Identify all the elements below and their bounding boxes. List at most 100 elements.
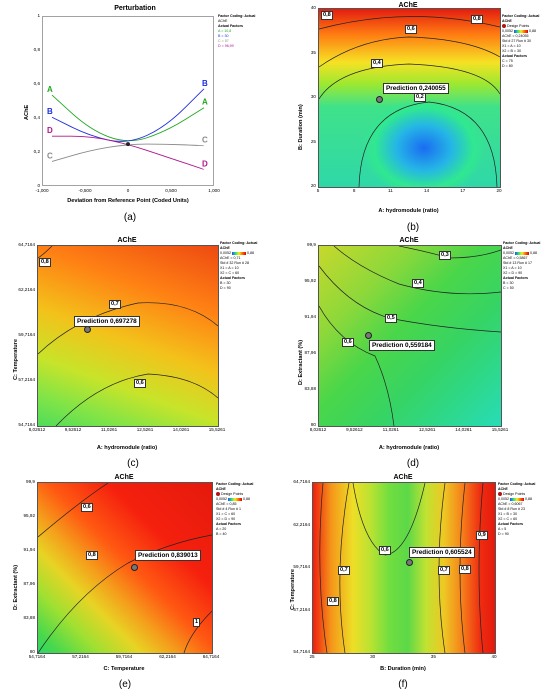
contour-label: 0,6 (379, 546, 391, 555)
legend-actual-factors: Actual Factors (498, 522, 523, 526)
series-label-D: D (202, 159, 208, 168)
legend-line: C = 50 (503, 286, 514, 290)
legend-design-points-label: Design Points (503, 492, 526, 496)
x-tick-label: 8,02612 (309, 427, 327, 432)
design-point[interactable] (365, 332, 372, 339)
x-axis-label: B: Duration (min) (380, 666, 426, 672)
x-tick-label: 15,5261 (491, 427, 509, 432)
legend-line: Std # 13 Run # 17 (503, 261, 532, 265)
legend: Factor Coding: Actual AChE Design Points… (498, 482, 548, 537)
x-tick-label: 62,2164 (159, 654, 176, 659)
x-axis-label: A: hydromodule (ratio) (378, 445, 440, 451)
y-axis-label: C: Temperature (13, 339, 19, 380)
chart-title: AChE (399, 237, 419, 244)
y-tick-label: 99,9 (26, 479, 35, 484)
design-point[interactable] (131, 564, 138, 571)
y-tick-label: 30 (310, 94, 316, 99)
colorbar (510, 497, 524, 501)
legend-line: C = 57 (218, 39, 229, 43)
design-point[interactable] (84, 326, 91, 333)
plot-area: A A B B C C D D (42, 16, 214, 186)
legend-line: B = 30 (218, 34, 229, 38)
prediction-label: Prediction 0,605524 (409, 547, 475, 558)
y-tick-label: 80 (29, 649, 35, 654)
y-tick-label: 64,7164 (293, 479, 310, 484)
legend-response: AChE (498, 487, 508, 491)
contour-label: 0,4 (371, 59, 383, 68)
contour-label: 0,8 (86, 551, 98, 560)
colorbar-min: 0,0052 (503, 251, 514, 255)
legend-response: AChE (502, 19, 512, 23)
x-axis-label: Deviation from Reference Point (Coded Un… (67, 198, 189, 204)
contour-label: 0,8 (471, 15, 483, 24)
legend-line: Actual Factors (218, 24, 243, 28)
y-tick-label: 95,92 (304, 278, 317, 283)
y-tick-label: 80 (310, 422, 316, 427)
y-tick-label: 54,7164 (18, 422, 35, 427)
y-tick-label: 1 (37, 13, 40, 18)
legend-line: X1 = A = 10 (503, 266, 522, 270)
chart-title: AChE (393, 474, 413, 481)
prediction-label: Prediction 0,697278 (74, 316, 140, 327)
design-point-icon (216, 492, 220, 497)
x-tick-label: 9,52612 (346, 427, 363, 432)
colorbar-max: 0,88 (525, 497, 532, 501)
legend-line: X1 = A = 10 (502, 44, 521, 48)
y-tick-label: 64,7164 (18, 242, 35, 247)
contour-lines (38, 246, 218, 426)
legend: Factor Coding: Actual AChE 0,0052 0,88 A… (503, 241, 548, 291)
x-tick-label: 35 (430, 654, 436, 659)
legend-line: D = 90 (498, 532, 509, 536)
x-tick-label: 9,52612 (64, 427, 82, 432)
legend-line: D = 80 (502, 64, 513, 68)
legend-response: AChE (216, 487, 226, 491)
legend-line: B = 30 (503, 281, 514, 285)
legend: Factor Coding: Actual AChE Actual Factor… (218, 14, 256, 49)
y-axis-label: D: Extractant (%) (298, 339, 304, 385)
series-line-C (51, 143, 205, 162)
y-axis-label: D: Extractant (%) (13, 564, 19, 610)
legend-line: X2 = C = 60 (220, 271, 240, 275)
x-tick-label: 1,000 (208, 188, 220, 193)
x-tick-label: 14,0261 (455, 427, 472, 432)
y-tick-label: 83,88 (23, 615, 36, 620)
legend-design-points: Design Points (502, 24, 548, 29)
contour-label: 0,6 (342, 338, 354, 347)
colorbar (232, 251, 246, 255)
x-tick-label: 54,7164 (28, 654, 46, 659)
legend-line: AChE = 0,71 (220, 256, 241, 260)
y-tick-label: 0 (37, 183, 40, 188)
legend-line: B = 30 (220, 281, 231, 285)
legend-colorbar: 0,0052 0,88 (216, 497, 258, 502)
legend-coding: Factor Coding: Actual (502, 14, 540, 18)
prediction-label: Prediction 0,839013 (135, 550, 201, 561)
legend-line: D = 90 (220, 286, 231, 290)
chart-title: AChE (398, 2, 418, 9)
legend-actual-factors: Actual Factors (502, 54, 527, 58)
legend-actual-factors: Actual Factors (503, 276, 528, 280)
legend-line: D = 96,99 (218, 44, 234, 48)
design-point[interactable] (406, 559, 413, 566)
x-axis-label: C: Temperature (103, 666, 145, 672)
colorbar-max: 0,88 (243, 497, 250, 501)
reference-point (126, 142, 130, 147)
legend-line: A = 20 (216, 527, 227, 531)
x-tick-label: 17 (460, 188, 466, 193)
legend-line: AChE = 0,6067 (498, 502, 523, 506)
x-axis-label: A: hydromodule (ratio) (378, 208, 439, 214)
design-point[interactable] (376, 96, 383, 103)
legend-design-points-label: Design Points (507, 24, 530, 28)
x-tick-label: 12,5261 (136, 427, 154, 432)
chart-title: AChE (114, 474, 134, 481)
colorbar (515, 251, 529, 255)
legend-design-points: Design Points (498, 492, 548, 497)
x-tick-label: 5 (316, 188, 320, 193)
legend-line: AChE = 0,24055 (502, 34, 529, 38)
legend-actual-factors: Actual Factors (220, 276, 245, 280)
legend-line: A = 5 (498, 527, 507, 531)
x-tick-label: 64,7164 (202, 654, 220, 659)
legend-line: Std # 4 Run # 1 (216, 507, 241, 511)
x-tick-label: -0,500 (78, 188, 92, 193)
x-tick-label: 14 (424, 188, 430, 193)
x-tick-label: 20 (496, 188, 502, 193)
